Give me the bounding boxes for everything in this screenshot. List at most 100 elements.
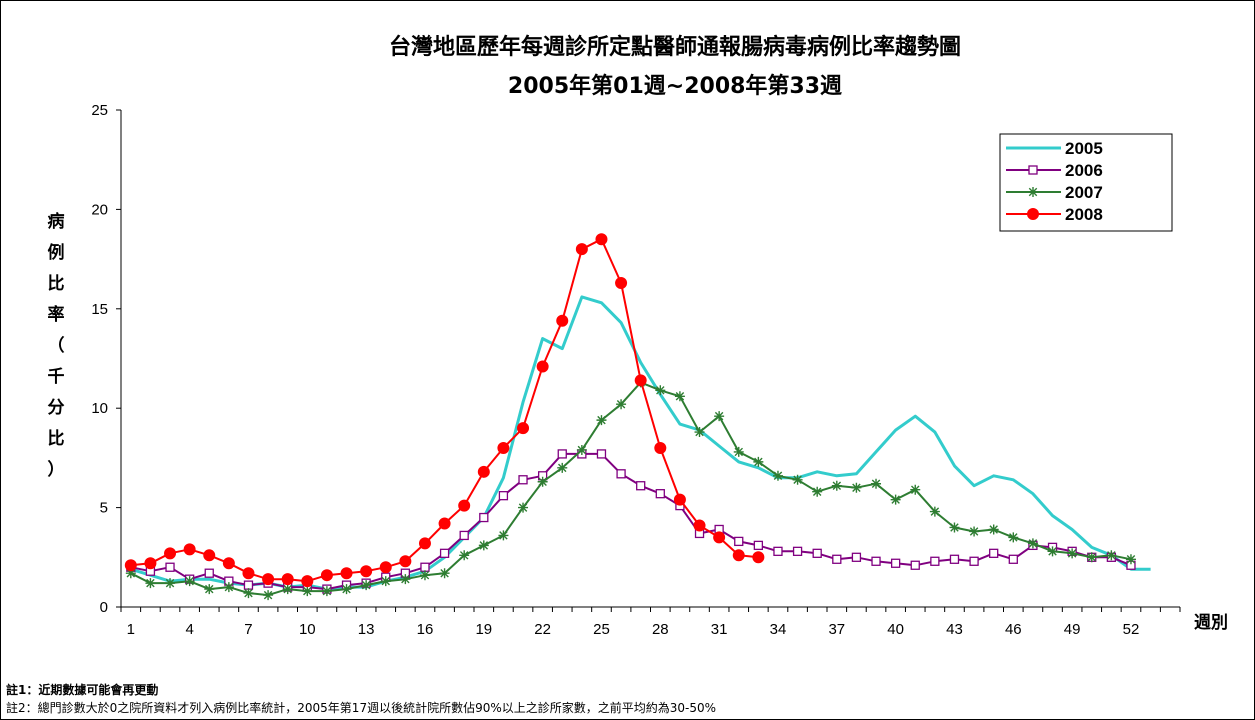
data-point [302,586,313,597]
x-tick-label: 19 [475,621,492,638]
footnote-1: 註1：近期數據可能會再更動 [6,683,159,697]
data-point [439,548,450,558]
data-point [400,574,411,585]
data-point [753,540,764,551]
legend-label: 2008 [1065,205,1103,224]
y-tick-label: 15 [91,301,108,318]
data-point [204,568,214,578]
series-line [130,381,1132,597]
data-point [536,360,549,373]
legend-item-2007: 2007 [1006,183,1103,202]
x-tick-label: 37 [828,621,845,638]
data-point [1125,554,1136,565]
y-axis-label-text: 病例比率（千分比） [48,211,65,480]
data-point [969,526,980,537]
data-point [518,502,529,513]
x-tick-label: 31 [711,621,728,638]
data-point [634,374,647,387]
data-point [321,586,332,597]
x-tick-label: 7 [244,621,252,638]
data-point [262,573,275,586]
data-point [910,560,920,570]
data-point [734,536,744,547]
data-point [812,548,822,558]
data-point [459,550,470,561]
data-point [222,557,235,570]
data-point [439,568,450,579]
y-tick-label: 20 [91,201,108,218]
x-axis-label: 週別 [1194,613,1228,633]
data-point [263,590,274,601]
data-point [420,562,430,572]
data-point [380,576,391,587]
data-point [1028,187,1038,197]
y-tick-label: 0 [100,599,108,616]
y-axis-label: 病例比率（千分比） [48,211,65,480]
data-point [871,478,882,489]
data-point [497,441,510,454]
data-point [989,548,999,558]
data-point [183,543,196,556]
data-point [596,415,607,426]
data-point [243,580,254,590]
x-tick-label: 13 [358,621,375,638]
data-point [732,549,745,562]
data-point [145,578,156,589]
data-point [478,540,489,551]
series-line [130,295,1151,591]
data-point [772,470,783,481]
data-point [714,411,725,422]
data-point [575,243,588,256]
series-line [130,238,759,583]
data-point [595,233,608,246]
legend-item-2005: 2005 [1006,139,1103,158]
data-point [753,456,764,467]
data-point [792,474,803,485]
data-point [693,519,706,532]
data-point [654,441,667,454]
x-tick-label: 49 [1064,621,1081,638]
series-2006 [126,449,1136,594]
data-point [1106,550,1117,561]
data-point [184,576,195,587]
data-point [379,561,392,574]
legend: 2005 2006 2007 2008 [999,133,1173,232]
x-tick-label: 52 [1123,621,1140,638]
x-tick-label: 10 [299,621,316,638]
data-point [851,552,862,562]
data-point [1008,554,1018,564]
data-point [124,559,137,572]
x-tick-label: 4 [185,621,193,638]
data-point [930,556,940,566]
data-point [674,391,685,402]
data-point [361,580,372,591]
series-2005 [130,295,1151,591]
data-point [418,537,431,550]
data-point [320,569,333,582]
x-tick-label: 34 [770,621,787,638]
data-point [477,465,490,478]
data-point [243,588,254,599]
data-point [851,482,862,493]
data-point [890,558,901,568]
data-point [1067,548,1078,559]
data-point [832,554,842,564]
series-layer [124,233,1151,601]
data-point [438,517,451,530]
data-point [341,584,352,595]
series-2007 [125,377,1136,601]
data-point [557,449,567,459]
series-line [130,452,1132,591]
data-point [831,480,842,491]
data-point [165,562,175,572]
data-point [812,486,823,497]
data-point [498,530,509,541]
data-point [596,449,607,459]
data-point [929,506,940,517]
data-point [1008,532,1019,543]
data-point [673,493,686,506]
data-point [458,499,471,512]
data-point [949,554,960,564]
x-tick-label: 43 [946,621,963,638]
